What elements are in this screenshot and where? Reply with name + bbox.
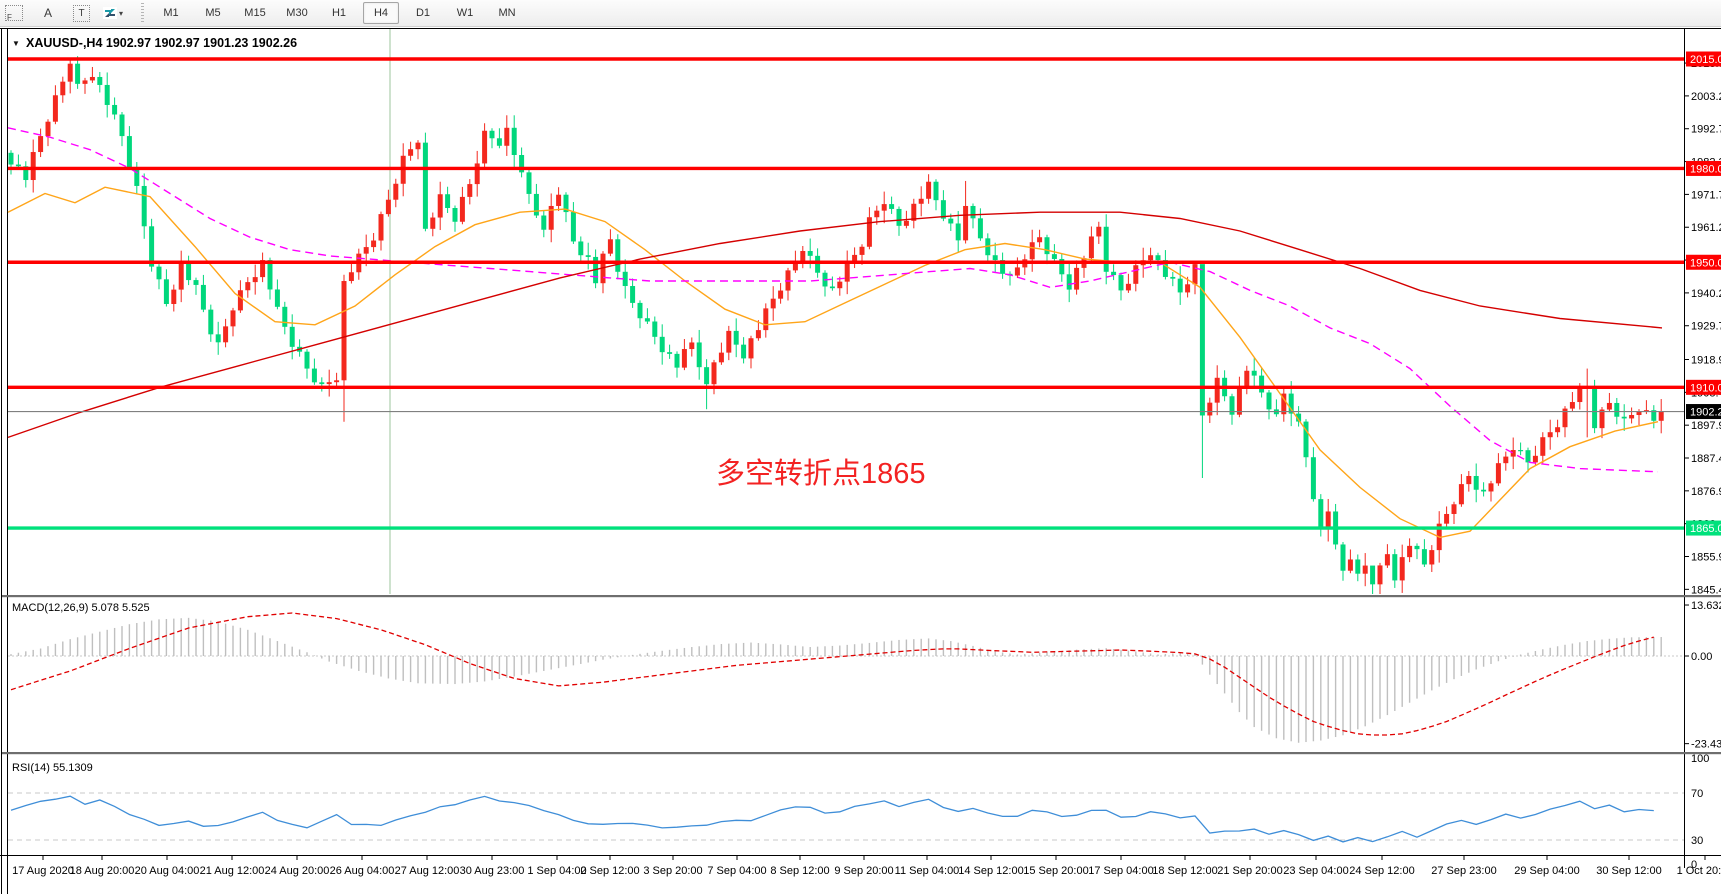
time-axis-label: 14 Sep 12:00 [958, 865, 1023, 877]
rsi-label: RSI(14) 55.1309 [12, 762, 93, 774]
time-axis-label: 1 Oct 20:00 [1677, 865, 1721, 877]
time-axis-label: 30 Aug 23:00 [460, 865, 525, 877]
text-box-tool-icon[interactable]: T [73, 4, 90, 22]
candles[interactable] [8, 56, 1664, 594]
indicator-list-icon-label: F [7, 13, 12, 22]
price-axis-label: 1845.4 [1691, 584, 1721, 596]
time-axis-label: 29 Sep 04:00 [1514, 865, 1579, 877]
price-badge: 2015.00 [1690, 54, 1721, 66]
price-axis-label: 1876.9 [1691, 486, 1721, 498]
moving-averages [7, 127, 1663, 539]
timeframe-button-M5[interactable]: M5 [205, 7, 221, 19]
time-axis-label: 24 Aug 20:00 [265, 865, 330, 877]
macd-axis-label: -23.435 [1691, 739, 1721, 751]
price-axis-label: 1887.4 [1691, 453, 1721, 465]
price-badge: 1980.00 [1690, 163, 1721, 175]
cycle-arrows-icon[interactable]: ▾ [96, 2, 130, 24]
font-tool-icon[interactable]: A [43, 6, 52, 20]
macd-axis-label: 0.00 [1691, 651, 1712, 663]
time-axis-label: 23 Sep 04:00 [1283, 865, 1348, 877]
price-axis-label: 1897.9 [1691, 420, 1721, 432]
diagonal-arrows-glyph [102, 7, 117, 19]
timeframe-button-W1[interactable]: W1 [456, 7, 474, 19]
time-axis-label: 3 Sep 20:00 [643, 865, 702, 877]
chart-title: XAUUSD-,H4 1902.97 1902.97 1901.23 1902.… [26, 36, 297, 50]
rsi-line [10, 795, 1654, 843]
indicator-list-icon[interactable]: F [5, 5, 23, 22]
rsi-axis-label: 70 [1691, 788, 1703, 800]
macd-signal-line [10, 612, 1654, 736]
time-axis-label: 18 Sep 12:00 [1152, 865, 1217, 877]
price-badge: 1950.00 [1690, 257, 1721, 269]
price-badge: 1910.00 [1690, 382, 1721, 394]
horizontal-level-lines[interactable] [8, 57, 1684, 530]
price-axis-label: 1971.7 [1691, 189, 1721, 201]
ma-mid-magenta [7, 127, 1659, 473]
price-axis[interactable]: 2013.72003.21992.71982.21971.71961.21950… [1684, 51, 1721, 597]
time-axis-label: 9 Sep 20:00 [834, 865, 893, 877]
time-axis-label: 17 Sep 04:00 [1088, 865, 1153, 877]
price-axis-label: 2003.2 [1691, 91, 1721, 103]
price-axis-label: 1918.9 [1691, 355, 1721, 367]
price-axis-label: 1929.7 [1691, 321, 1721, 333]
timeframe-button-M15[interactable]: M15 [244, 7, 266, 19]
time-axis-label: 30 Sep 12:00 [1596, 865, 1661, 877]
time-axis-label: 8 Sep 12:00 [770, 865, 829, 877]
price-axis-label: 1855.9 [1691, 552, 1721, 564]
time-axis-label: 20 Aug 04:00 [135, 865, 200, 877]
time-axis-label: 18 Aug 20:00 [70, 865, 135, 877]
time-axis-label: 7 Sep 04:00 [707, 865, 766, 877]
timeframe-button-M30[interactable]: M30 [286, 7, 308, 19]
toolbar: F A T ▾ M1 M5 M15 M30 H1 H4 D1 W1 MN [0, 0, 1721, 27]
window-frame [0, 28, 1721, 894]
rsi-axis-label: 100 [1691, 753, 1709, 765]
dropdown-caret-icon[interactable]: ▾ [118, 8, 123, 18]
timeframe-button-H1[interactable]: H1 [331, 7, 347, 19]
timeframe-button-M1[interactable]: M1 [163, 7, 179, 19]
symbol-dropdown-icon[interactable]: ▼ [12, 39, 20, 48]
ma-slow-darkred [7, 211, 1663, 439]
price-badge: 1865.00 [1690, 523, 1721, 535]
time-axis-label: 26 Aug 04:00 [330, 865, 395, 877]
ma-fast-orange [7, 186, 1659, 539]
timeframe-button-MN[interactable]: MN [498, 7, 516, 19]
macd-axis-label: 13.632 [1691, 600, 1721, 612]
timeframe-button-D1[interactable]: D1 [415, 7, 431, 19]
price-axis-label: 1940.2 [1691, 288, 1721, 300]
macd-pane[interactable]: 13.632 0.00 -23.435 [8, 600, 1721, 751]
timeframe-button-group: M1 M5 M15 M30 H1 H4 D1 W1 MN [153, 2, 525, 24]
time-axis-label: 21 Sep 20:00 [1217, 865, 1282, 877]
rsi-pane[interactable]: 100 70 30 0 [8, 753, 1709, 871]
time-axis-label: 24 Sep 12:00 [1349, 865, 1414, 877]
timeframe-button-H4[interactable]: H4 [363, 2, 399, 24]
time-axis-label: 27 Aug 12:00 [395, 865, 460, 877]
time-axis-label: 1 Sep 04:00 [527, 865, 586, 877]
price-axis-label: 1961.2 [1691, 222, 1721, 234]
time-axis-label: 17 Aug 2020 [12, 865, 74, 877]
toolbar-grip [141, 3, 144, 23]
time-axis-label: 15 Sep 20:00 [1023, 865, 1088, 877]
rsi-axis-label: 30 [1691, 835, 1703, 847]
time-axis-label: 27 Sep 23:00 [1431, 865, 1496, 877]
current-price-badge: 1902.26 [1690, 407, 1721, 419]
annotation-text: 多空转折点1865 [716, 457, 926, 490]
time-axis-label: 2 Sep 12:00 [580, 865, 639, 877]
macd-label: MACD(12,26,9) 5.078 5.525 [12, 602, 150, 614]
time-axis-label: 21 Aug 12:00 [200, 865, 265, 877]
time-axis-label: 11 Sep 04:00 [895, 865, 960, 877]
price-axis-label: 1992.7 [1691, 124, 1721, 136]
rsi-axis-label: 0 [1691, 859, 1697, 871]
